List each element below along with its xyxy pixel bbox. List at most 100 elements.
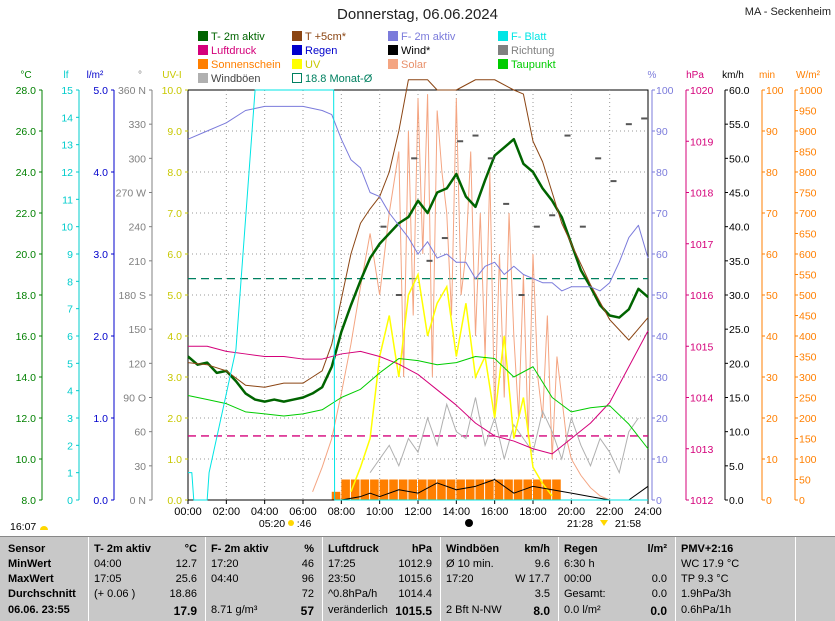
table-value: 9.6 (534, 558, 550, 570)
table-value: 12.7 (175, 558, 197, 570)
table-value: 1015.5 (395, 604, 432, 618)
axis-tick-label: 1.0 (93, 413, 108, 425)
series-luftdruck (188, 330, 649, 455)
table-cell: WC 17.9 °C (681, 558, 740, 570)
axis-tick-label: 100 (766, 85, 784, 97)
legend-label: Richtung (511, 45, 555, 57)
axis-tick-label: 12 (61, 167, 73, 179)
table-cell: 06.06. 23:55 (8, 604, 70, 616)
legend-label: 18.8 Monat-Ø (305, 73, 373, 85)
table-value: 1012.9 (398, 558, 432, 570)
axis-tick-label: 350 (799, 352, 817, 364)
x-tick-label: 22:00 (596, 506, 624, 518)
axis-tick-label: 180 S (119, 290, 146, 302)
axis-tick-label: 10 (656, 454, 668, 466)
sunrise-extra: :46 (297, 518, 312, 530)
axis-tick-label: 35.0 (729, 256, 750, 268)
legend-swatch (292, 31, 302, 41)
axis-tick-label: 5.0 (167, 290, 182, 302)
table-cell: 1.9hPa/3h (681, 588, 732, 600)
axis-tick-label: 10.0 (16, 454, 37, 466)
x-tick-label: 20:00 (558, 506, 586, 518)
axis-tick-label: 16.0 (16, 331, 37, 343)
legend-item: T- 2m aktiv (198, 31, 265, 43)
sunshine-bar (427, 479, 437, 500)
axis-tick-label: 240 (128, 222, 146, 234)
legend-item: T +5cm* (292, 31, 346, 43)
table-cell: ^0.8hPa/h (328, 588, 378, 600)
table-header: Luftdruck (328, 543, 379, 555)
axis-tick-label: 15.0 (729, 393, 750, 405)
axis-label-humidity: % (648, 70, 657, 81)
x-tick-label: 04:00 (251, 506, 279, 518)
axis-tick-label: 45.0 (729, 188, 750, 200)
table-cell: (+ 0.06 ) (94, 588, 136, 600)
axis-tick-label: 10 (766, 454, 778, 466)
legend-label: UV (305, 59, 321, 71)
table-cell: 23:50 (328, 573, 356, 585)
axis-tick-label: 8 (67, 276, 73, 288)
series-solar (312, 94, 610, 501)
table-cell: 00:00 (564, 573, 592, 585)
axis-tick-label: 1019 (690, 136, 714, 148)
axis-tick-label: 15 (61, 85, 73, 97)
table-cell: 04:00 (94, 558, 122, 570)
station-name: MA - Seckenheim (744, 6, 831, 18)
legend-swatch (388, 59, 398, 69)
axis-tick-label: 270 W (116, 188, 146, 200)
axis-label-wind: km/h (722, 70, 744, 81)
legend-swatch (198, 59, 208, 69)
axis-tick-label: 0 (67, 495, 73, 507)
axis-tick-label: 7.0 (167, 208, 182, 220)
axis-tick-label: 28.0 (16, 85, 37, 97)
axis-tick-label: 40 (656, 331, 668, 343)
table-value: 0.0 (650, 604, 667, 618)
axis-tick-label: 0 (656, 495, 662, 507)
sunshine-bar (494, 479, 504, 500)
legend-label: F- 2m aktiv (401, 31, 456, 43)
legend-item: Taupunkt (498, 59, 556, 71)
sunshine-bar (418, 479, 427, 500)
table-value: 57 (300, 604, 314, 618)
axis-tick-label: 70 (656, 208, 668, 220)
series-t-5cm (187, 79, 649, 388)
series-wind (188, 479, 649, 501)
legend-swatch (198, 31, 208, 41)
axis-tick-label: 90 (766, 126, 778, 138)
axis-tick-label: 150 (128, 324, 146, 336)
axis-tick-label: 120 (128, 358, 146, 370)
axis-tick-label: 360 N (118, 85, 146, 97)
table-column: T- 2m aktiv °C 04:00 12.7 17:05 25.6 (+ 0.06 )… (88, 537, 206, 621)
table-cell: TP 9.3 °C (681, 573, 729, 585)
axis-tick-label: 12.0 (16, 413, 37, 425)
axis-tick-label: 1017 (690, 239, 714, 251)
axis-tick-label: 50 (656, 290, 668, 302)
axis-tick-label: 300 (128, 153, 146, 165)
table-cell: Gesamt: (564, 588, 606, 600)
axis-tick-label: 30.0 (729, 290, 750, 302)
axis-tick-label: 1012 (690, 495, 714, 507)
axis-tick-label: 900 (799, 126, 817, 138)
table-column: Regen l/m² 6:30 h 00:00 0.0 Gesamt: 0.0 0.0 l/m… (558, 537, 676, 621)
axis-tick-label: 1013 (690, 444, 714, 456)
table-value: 0.0 (651, 573, 667, 585)
legend-swatch (498, 31, 508, 41)
axis-tick-label: 210 (128, 256, 146, 268)
table-cell: MaxWert (8, 573, 54, 585)
axis-tick-label: 60 (656, 249, 668, 261)
table-header: Regen (564, 543, 598, 555)
table-value: 1014.4 (398, 588, 432, 600)
axis-tick-label: 650 (799, 229, 817, 241)
axis-tick-label: 0.0 (167, 495, 182, 507)
axis-label-temp: °C (20, 70, 31, 81)
table-cell: 2 Bft N-NW (446, 604, 502, 616)
sunshine-bar (456, 479, 465, 500)
table-column: Sensor MinWert MaxWert Durchschnitt 06.06. 2… (0, 537, 89, 621)
sunshine-bar (370, 479, 379, 500)
axis-tick-label: 30 (656, 372, 668, 384)
legend-swatch (292, 59, 302, 69)
sunshine-bar (331, 491, 341, 500)
axis-tick-label: 6.0 (167, 249, 182, 261)
axis-tick-label: 0.0 (93, 495, 108, 507)
axis-tick-label: 1 (67, 468, 73, 480)
